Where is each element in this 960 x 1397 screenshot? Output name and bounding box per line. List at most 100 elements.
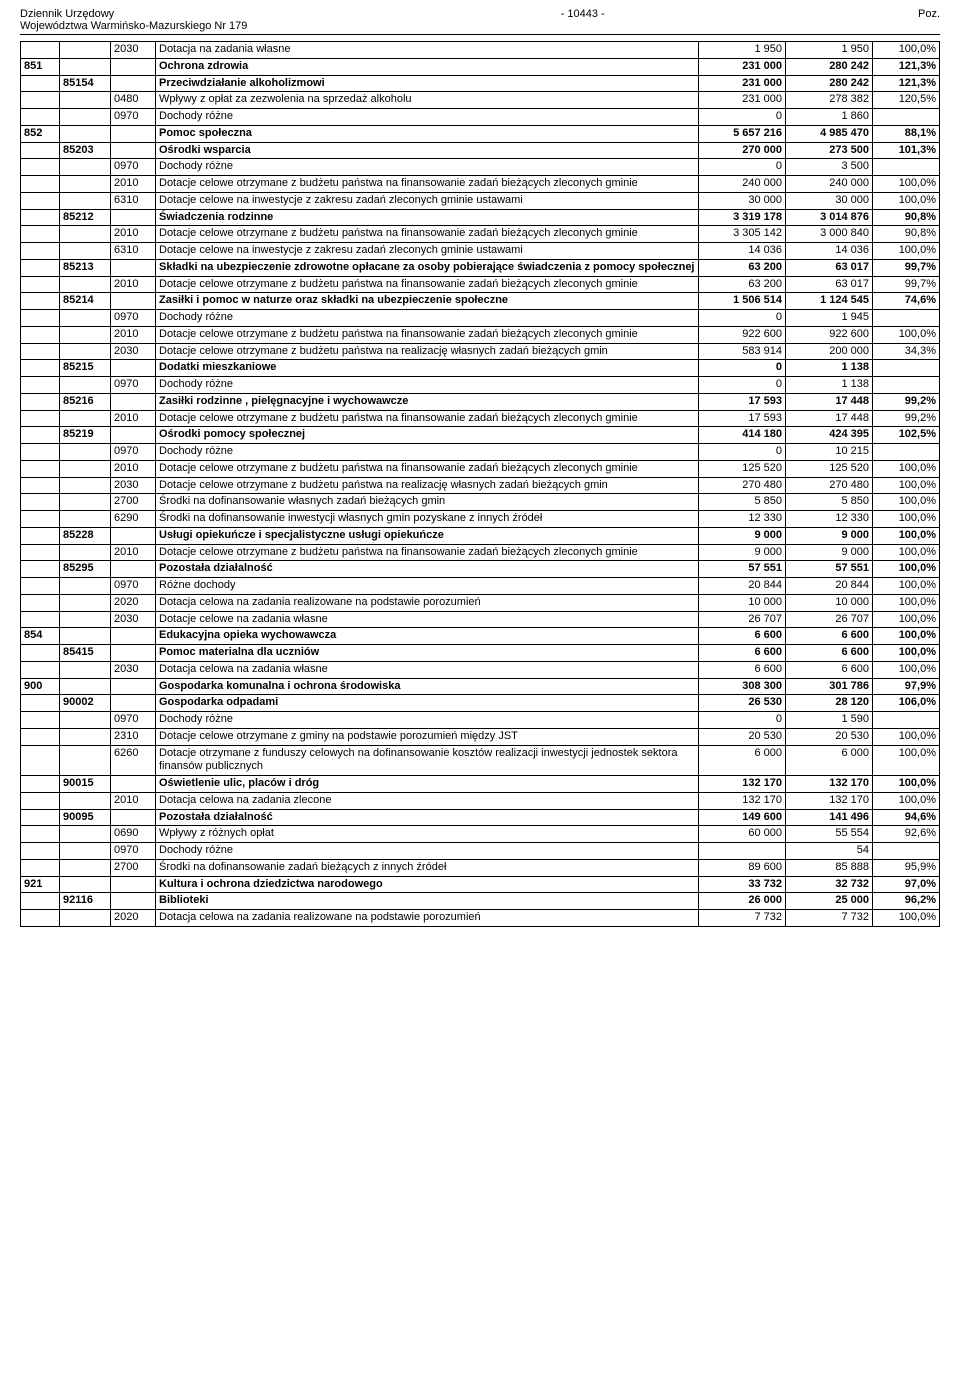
table-row: 2010Dotacja celowa na zadania zlecone132… xyxy=(21,792,940,809)
cell-c6: 63 017 xyxy=(786,276,873,293)
cell-c3 xyxy=(111,809,156,826)
cell-c6: 3 000 840 xyxy=(786,226,873,243)
cell-c7: 100,0% xyxy=(873,910,940,927)
cell-c6: 1 124 545 xyxy=(786,293,873,310)
cell-c3: 2030 xyxy=(111,611,156,628)
cell-c5: 20 530 xyxy=(699,728,786,745)
cell-c2 xyxy=(60,125,111,142)
cell-c2: 90095 xyxy=(60,809,111,826)
cell-c2 xyxy=(60,477,111,494)
cell-c4: Ośrodki wsparcia xyxy=(156,142,699,159)
header-left-line1: Dziennik Urzędowy xyxy=(20,8,247,20)
cell-c1 xyxy=(21,910,60,927)
cell-c7: 100,0% xyxy=(873,611,940,628)
cell-c1 xyxy=(21,209,60,226)
cell-c2 xyxy=(60,578,111,595)
cell-c3: 0970 xyxy=(111,578,156,595)
table-row: 2030Dotacje celowe na zadania własne 26 7… xyxy=(21,611,940,628)
cell-c2 xyxy=(60,92,111,109)
cell-c6: 1 138 xyxy=(786,377,873,394)
table-row: 2010Dotacje celowe otrzymane z budżetu p… xyxy=(21,226,940,243)
cell-c6: 270 480 xyxy=(786,477,873,494)
cell-c6: 32 732 xyxy=(786,876,873,893)
header-center: - 10443 - xyxy=(247,8,918,32)
cell-c3 xyxy=(111,776,156,793)
table-row: 2010Dotacje celowe otrzymane z budżetu p… xyxy=(21,326,940,343)
cell-c4: Gospodarka odpadami xyxy=(156,695,699,712)
cell-c1 xyxy=(21,645,60,662)
cell-c2: 85212 xyxy=(60,209,111,226)
cell-c2: 85228 xyxy=(60,527,111,544)
cell-c3 xyxy=(111,427,156,444)
table-row: 852Pomoc społeczna5 657 2164 985 47088,1… xyxy=(21,125,940,142)
cell-c2 xyxy=(60,843,111,860)
cell-c1 xyxy=(21,293,60,310)
cell-c6: 20 530 xyxy=(786,728,873,745)
cell-c5: 132 170 xyxy=(699,792,786,809)
cell-c7: 100,0% xyxy=(873,578,940,595)
cell-c2 xyxy=(60,243,111,260)
cell-c4: Oświetlenie ulic, placów i dróg xyxy=(156,776,699,793)
cell-c2 xyxy=(60,310,111,327)
cell-c3: 2010 xyxy=(111,460,156,477)
cell-c5: 922 600 xyxy=(699,326,786,343)
table-row: 85415Pomoc materialna dla uczniów6 6006 … xyxy=(21,645,940,662)
cell-c2: 85219 xyxy=(60,427,111,444)
cell-c1: 852 xyxy=(21,125,60,142)
cell-c6: 57 551 xyxy=(786,561,873,578)
cell-c7: 100,0% xyxy=(873,544,940,561)
cell-c5: 149 600 xyxy=(699,809,786,826)
cell-c5: 240 000 xyxy=(699,176,786,193)
cell-c3: 2010 xyxy=(111,792,156,809)
table-row: 854Edukacyjna opieka wychowawcza6 6006 6… xyxy=(21,628,940,645)
cell-c5: 30 000 xyxy=(699,192,786,209)
table-row: 85203Ośrodki wsparcia270 000273 500101,3… xyxy=(21,142,940,159)
cell-c1 xyxy=(21,561,60,578)
cell-c4: Dochody różne xyxy=(156,109,699,126)
cell-c4: Różne dochody xyxy=(156,578,699,595)
cell-c7 xyxy=(873,360,940,377)
cell-c2 xyxy=(60,611,111,628)
table-row: 0970Dochody różne010 215 xyxy=(21,444,940,461)
cell-c3: 2030 xyxy=(111,343,156,360)
table-row: 2310Dotacje celowe otrzymane z gminy na … xyxy=(21,728,940,745)
page: Dziennik Urzędowy Województwa Warmińsko-… xyxy=(0,0,960,947)
cell-c3: 2030 xyxy=(111,42,156,59)
cell-c5: 125 520 xyxy=(699,460,786,477)
cell-c4: Dotacje celowe otrzymane z budżetu państ… xyxy=(156,477,699,494)
cell-c5: 6 600 xyxy=(699,628,786,645)
cell-c4: Pomoc społeczna xyxy=(156,125,699,142)
cell-c3: 0970 xyxy=(111,109,156,126)
cell-c4: Dotacje celowe otrzymane z budżetu państ… xyxy=(156,276,699,293)
cell-c3 xyxy=(111,58,156,75)
table-row: 0970Dochody różne01 138 xyxy=(21,377,940,394)
cell-c4: Pomoc materialna dla uczniów xyxy=(156,645,699,662)
cell-c6: 26 707 xyxy=(786,611,873,628)
cell-c1: 854 xyxy=(21,628,60,645)
table-row: 85216Zasiłki rodzinne , pielęgnacyjne i … xyxy=(21,393,940,410)
table-row: 6290Środki na dofinansowanie inwestycji … xyxy=(21,511,940,528)
cell-c2 xyxy=(60,226,111,243)
cell-c5: 270 480 xyxy=(699,477,786,494)
cell-c4: Pozostała działalność xyxy=(156,809,699,826)
cell-c4: Dotacja celowa na zadania własne xyxy=(156,661,699,678)
cell-c4: Ośrodki pomocy społecznej xyxy=(156,427,699,444)
cell-c7: 100,0% xyxy=(873,792,940,809)
cell-c2: 85216 xyxy=(60,393,111,410)
cell-c4: Dotacje celowe otrzymane z budżetu państ… xyxy=(156,176,699,193)
cell-c5: 0 xyxy=(699,159,786,176)
cell-c4: Dotacje celowe na zadania własne xyxy=(156,611,699,628)
cell-c6: 132 170 xyxy=(786,792,873,809)
cell-c1 xyxy=(21,527,60,544)
cell-c1 xyxy=(21,192,60,209)
cell-c1 xyxy=(21,826,60,843)
cell-c1 xyxy=(21,511,60,528)
table-row: 6310Dotacje celowe na inwestycje z zakre… xyxy=(21,243,940,260)
cell-c6: 54 xyxy=(786,843,873,860)
cell-c5: 20 844 xyxy=(699,578,786,595)
cell-c5: 7 732 xyxy=(699,910,786,927)
cell-c1 xyxy=(21,893,60,910)
cell-c4: Dotacje celowe na inwestycje z zakresu z… xyxy=(156,192,699,209)
cell-c5: 14 036 xyxy=(699,243,786,260)
cell-c3: 0970 xyxy=(111,712,156,729)
